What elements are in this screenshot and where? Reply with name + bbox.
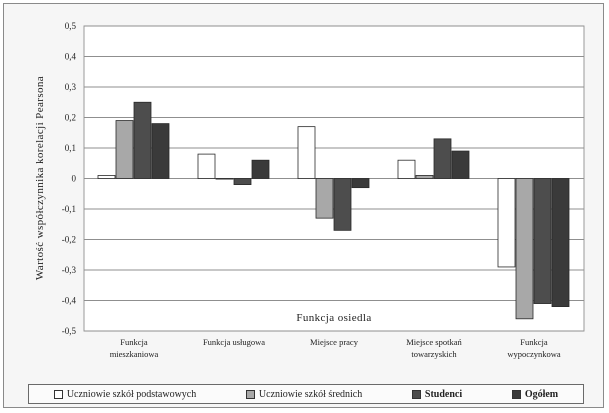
y-tick-label: 0: [72, 174, 77, 184]
category-label: Miejsce pracy: [310, 337, 359, 347]
y-tick-label: 0,5: [65, 21, 77, 31]
y-tick-labels: 0,5 0,4 0,3 0,2 0,1 0 -0,1 -0,2 -0,3 -0,4 -0,5: [62, 21, 77, 336]
y-axis-title: Wartość współczynnika korelacji Pearsona: [34, 76, 46, 280]
y-tick-label: 0,3: [65, 82, 77, 92]
x-axis-title: Funkcja osiedla: [296, 312, 371, 324]
legend-swatch: [511, 389, 521, 399]
y-tick-label: 0,4: [65, 52, 77, 62]
category-labels: Funkcja mieszkaniowa Funkcja usługowa Miejs…: [110, 337, 561, 359]
category-label: mieszkaniowa: [110, 349, 159, 359]
bars: [97, 101, 570, 320]
bar: [533, 178, 552, 304]
bar: [133, 101, 152, 179]
category-label: Funkcja: [120, 337, 148, 347]
bar: [151, 123, 170, 179]
legend: Uczniowie szkół podstawowych Uczniowie sz…: [28, 384, 584, 404]
category-label: towarzyskich: [411, 349, 457, 359]
bar: [251, 159, 270, 179]
legend-swatch: [245, 389, 255, 399]
y-tick-label: -0,3: [62, 265, 77, 275]
bar: [415, 175, 434, 179]
legend-label: Uczniowie szkół podstawowych: [66, 388, 197, 400]
bar: [97, 175, 116, 179]
legend-swatch: [411, 389, 421, 399]
y-tick-label: -0,5: [62, 326, 77, 336]
bar: [451, 150, 470, 179]
bar: [215, 178, 234, 180]
category-label: Miejsce spotkań: [406, 337, 462, 347]
y-tick-label: -0,4: [62, 296, 77, 306]
bar: [233, 178, 252, 185]
category-label: Funkcja: [520, 337, 548, 347]
legend-item: Ogółem: [511, 388, 559, 400]
bar: [351, 178, 370, 189]
y-tick-label: 0,1: [65, 143, 76, 153]
legend-label: Uczniowie szkół średnich: [258, 388, 363, 400]
y-tick-label: -0,2: [62, 235, 76, 245]
bar: [397, 159, 416, 179]
legend-item: Uczniowie szkół średnich: [245, 388, 363, 400]
category-label: wypoczynkowa: [507, 349, 561, 359]
y-tick-label: -0,1: [62, 204, 76, 214]
bar: [497, 178, 516, 268]
bar: [297, 126, 316, 179]
bar: [551, 178, 570, 308]
category-label: Funkcja usługowa: [203, 337, 265, 347]
bar: [315, 178, 334, 219]
bar: [115, 120, 134, 179]
bar: [197, 153, 216, 179]
legend-label: Studenci: [424, 388, 463, 400]
legend-swatch: [53, 389, 63, 399]
bar: [333, 178, 352, 231]
legend-label: Ogółem: [524, 388, 559, 400]
y-tick-label: 0,2: [65, 113, 76, 123]
legend-item: Studenci: [411, 388, 463, 400]
bar: [433, 138, 452, 179]
legend-item: Uczniowie szkół podstawowych: [53, 388, 197, 400]
bar: [515, 178, 534, 320]
